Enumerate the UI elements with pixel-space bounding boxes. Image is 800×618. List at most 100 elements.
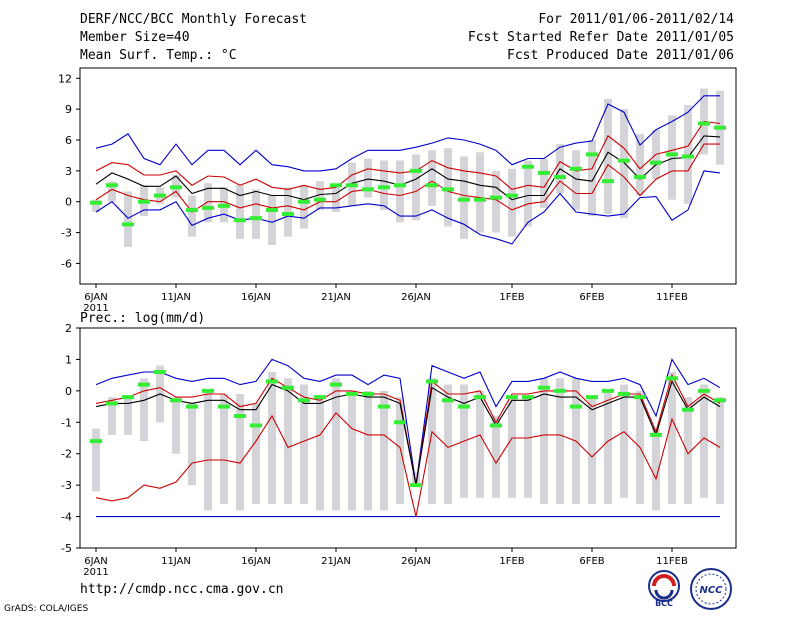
- p1-observed-marker: [362, 187, 374, 192]
- p2-observed-marker: [394, 420, 406, 425]
- p1-ensemble-box: [284, 187, 292, 237]
- p1-x-tick-label: 11JAN: [161, 292, 191, 303]
- p2-x-tick-year: 2011: [83, 567, 108, 578]
- p1-observed-marker: [522, 164, 534, 169]
- p1-ensemble-box: [300, 185, 308, 229]
- p1-observed-marker: [538, 170, 550, 175]
- p1-observed-marker: [666, 152, 678, 157]
- p1-ensemble-box: [396, 160, 404, 223]
- p1-x-tick-label: 1FEB: [499, 292, 524, 303]
- p1-upper-line: [95, 120, 721, 191]
- p1-observed-marker: [458, 197, 470, 202]
- p2-ensemble-box: [524, 397, 532, 498]
- p1-ensemble-box: [108, 181, 116, 202]
- p1-observed-marker: [346, 183, 358, 188]
- p2-ensemble-box: [604, 390, 612, 504]
- p1-ensemble-box: [588, 140, 596, 217]
- p2-observed-marker: [714, 398, 726, 403]
- p2-ensemble-box: [348, 390, 356, 511]
- p2-ensemble-box: [620, 384, 628, 498]
- p1-ensemble-box: [204, 183, 212, 223]
- p1-observed-marker: [250, 216, 262, 221]
- p1-observed-marker: [714, 125, 726, 130]
- p1-ensemble-box: [508, 168, 516, 237]
- p2-observed-marker: [282, 385, 294, 390]
- p2-observed-marker: [90, 439, 102, 444]
- p1-observed-marker: [314, 197, 326, 202]
- p2-x-tick-label: 11JAN: [161, 556, 191, 567]
- p2-observed-marker: [538, 385, 550, 390]
- p2-observed-marker: [346, 392, 358, 396]
- p1-y-tick-label: 3: [65, 165, 72, 178]
- p2-ensemble-box: [284, 378, 292, 504]
- p2-ensemble-box: [252, 403, 260, 504]
- p2-ensemble-box: [364, 390, 372, 511]
- p2-ensemble-box: [428, 378, 436, 504]
- p2-observed-marker: [570, 404, 582, 409]
- p1-ensemble-box: [332, 187, 340, 212]
- p2-ensemble-box: [396, 397, 404, 504]
- p1-observed-marker: [506, 193, 518, 198]
- p1-ensemble-box: [92, 199, 100, 212]
- p2-observed-marker: [186, 404, 198, 409]
- p2-observed-marker: [250, 423, 262, 428]
- p1-y-tick-label: 9: [65, 103, 72, 116]
- p2-ensemble-box: [588, 397, 596, 504]
- p2-ensemble-box: [188, 403, 196, 486]
- p1-observed-marker: [570, 166, 582, 171]
- p2-observed-marker: [218, 404, 230, 409]
- p2-observed-marker: [378, 404, 390, 409]
- p1-observed-marker: [410, 168, 422, 173]
- p1-observed-marker: [298, 199, 310, 204]
- grads-credit: GrADS: COLA/IGES: [4, 604, 89, 614]
- p2-observed-marker: [426, 379, 438, 384]
- p1-ensemble-box: [268, 195, 276, 245]
- p2-ensemble-box: [508, 397, 516, 498]
- p1-x-tick-label: 26JAN: [401, 292, 431, 303]
- p2-observed-marker: [298, 398, 310, 403]
- p1-observed-marker: [122, 222, 134, 227]
- p1-ensemble-box: [460, 156, 468, 239]
- p2-ensemble-box: [412, 472, 420, 486]
- ncc-logo-text: NCC: [699, 585, 723, 596]
- p1-x-tick-label: 6JAN: [84, 292, 107, 303]
- p1-observed-marker: [698, 121, 710, 126]
- p1-observed-marker: [442, 187, 454, 192]
- p2-x-tick-label: 6JAN: [84, 556, 107, 567]
- p2-observed-marker: [698, 388, 710, 393]
- p2-mean-line: [95, 380, 721, 486]
- p2-ensemble-box: [220, 394, 228, 504]
- p1-ensemble-box: [636, 133, 644, 196]
- p1-ensemble-box: [252, 189, 260, 239]
- forecast-period: For 2011/01/06-2011/02/14: [538, 12, 734, 27]
- p1-y-tick-label: 12: [58, 72, 72, 85]
- p1-x-tick-label: 16JAN: [241, 292, 271, 303]
- p1-observed-marker: [106, 183, 118, 188]
- p2-y-tick-label: 2: [65, 322, 72, 335]
- p2-observed-marker: [202, 388, 214, 393]
- p1-max-line: [95, 95, 720, 172]
- p2-ensemble-box: [236, 394, 244, 511]
- p1-observed-marker: [586, 152, 598, 157]
- p2-observed-marker: [442, 398, 454, 403]
- p2-x-tick-label: 21JAN: [321, 556, 351, 567]
- p1-observed-marker: [202, 205, 214, 210]
- p2-y-tick-label: -2: [61, 448, 72, 461]
- p2-observed-marker: [602, 388, 614, 393]
- website-link[interactable]: http://cmdp.ncc.cma.gov.cn: [80, 582, 284, 597]
- p1-x-tick-label: 21JAN: [321, 292, 351, 303]
- p1-observed-marker: [490, 195, 502, 200]
- p1-ensemble-box: [492, 170, 500, 233]
- p1-observed-marker: [218, 203, 230, 208]
- p1-x-tick-year: 2011: [83, 303, 108, 314]
- p2-x-tick-label: 1FEB: [499, 556, 524, 567]
- p2-ensemble-box: [316, 397, 324, 511]
- p1-observed-marker: [650, 160, 662, 165]
- p2-y-tick-label: -3: [61, 479, 72, 492]
- p2-ensemble-box: [172, 397, 180, 454]
- p1-ensemble-box: [684, 105, 692, 204]
- p1-y-tick-label: 6: [65, 134, 72, 147]
- p2-ensemble-box: [380, 390, 388, 511]
- p2-ensemble-box: [204, 390, 212, 511]
- p1-y-tick-label: -3: [61, 227, 72, 240]
